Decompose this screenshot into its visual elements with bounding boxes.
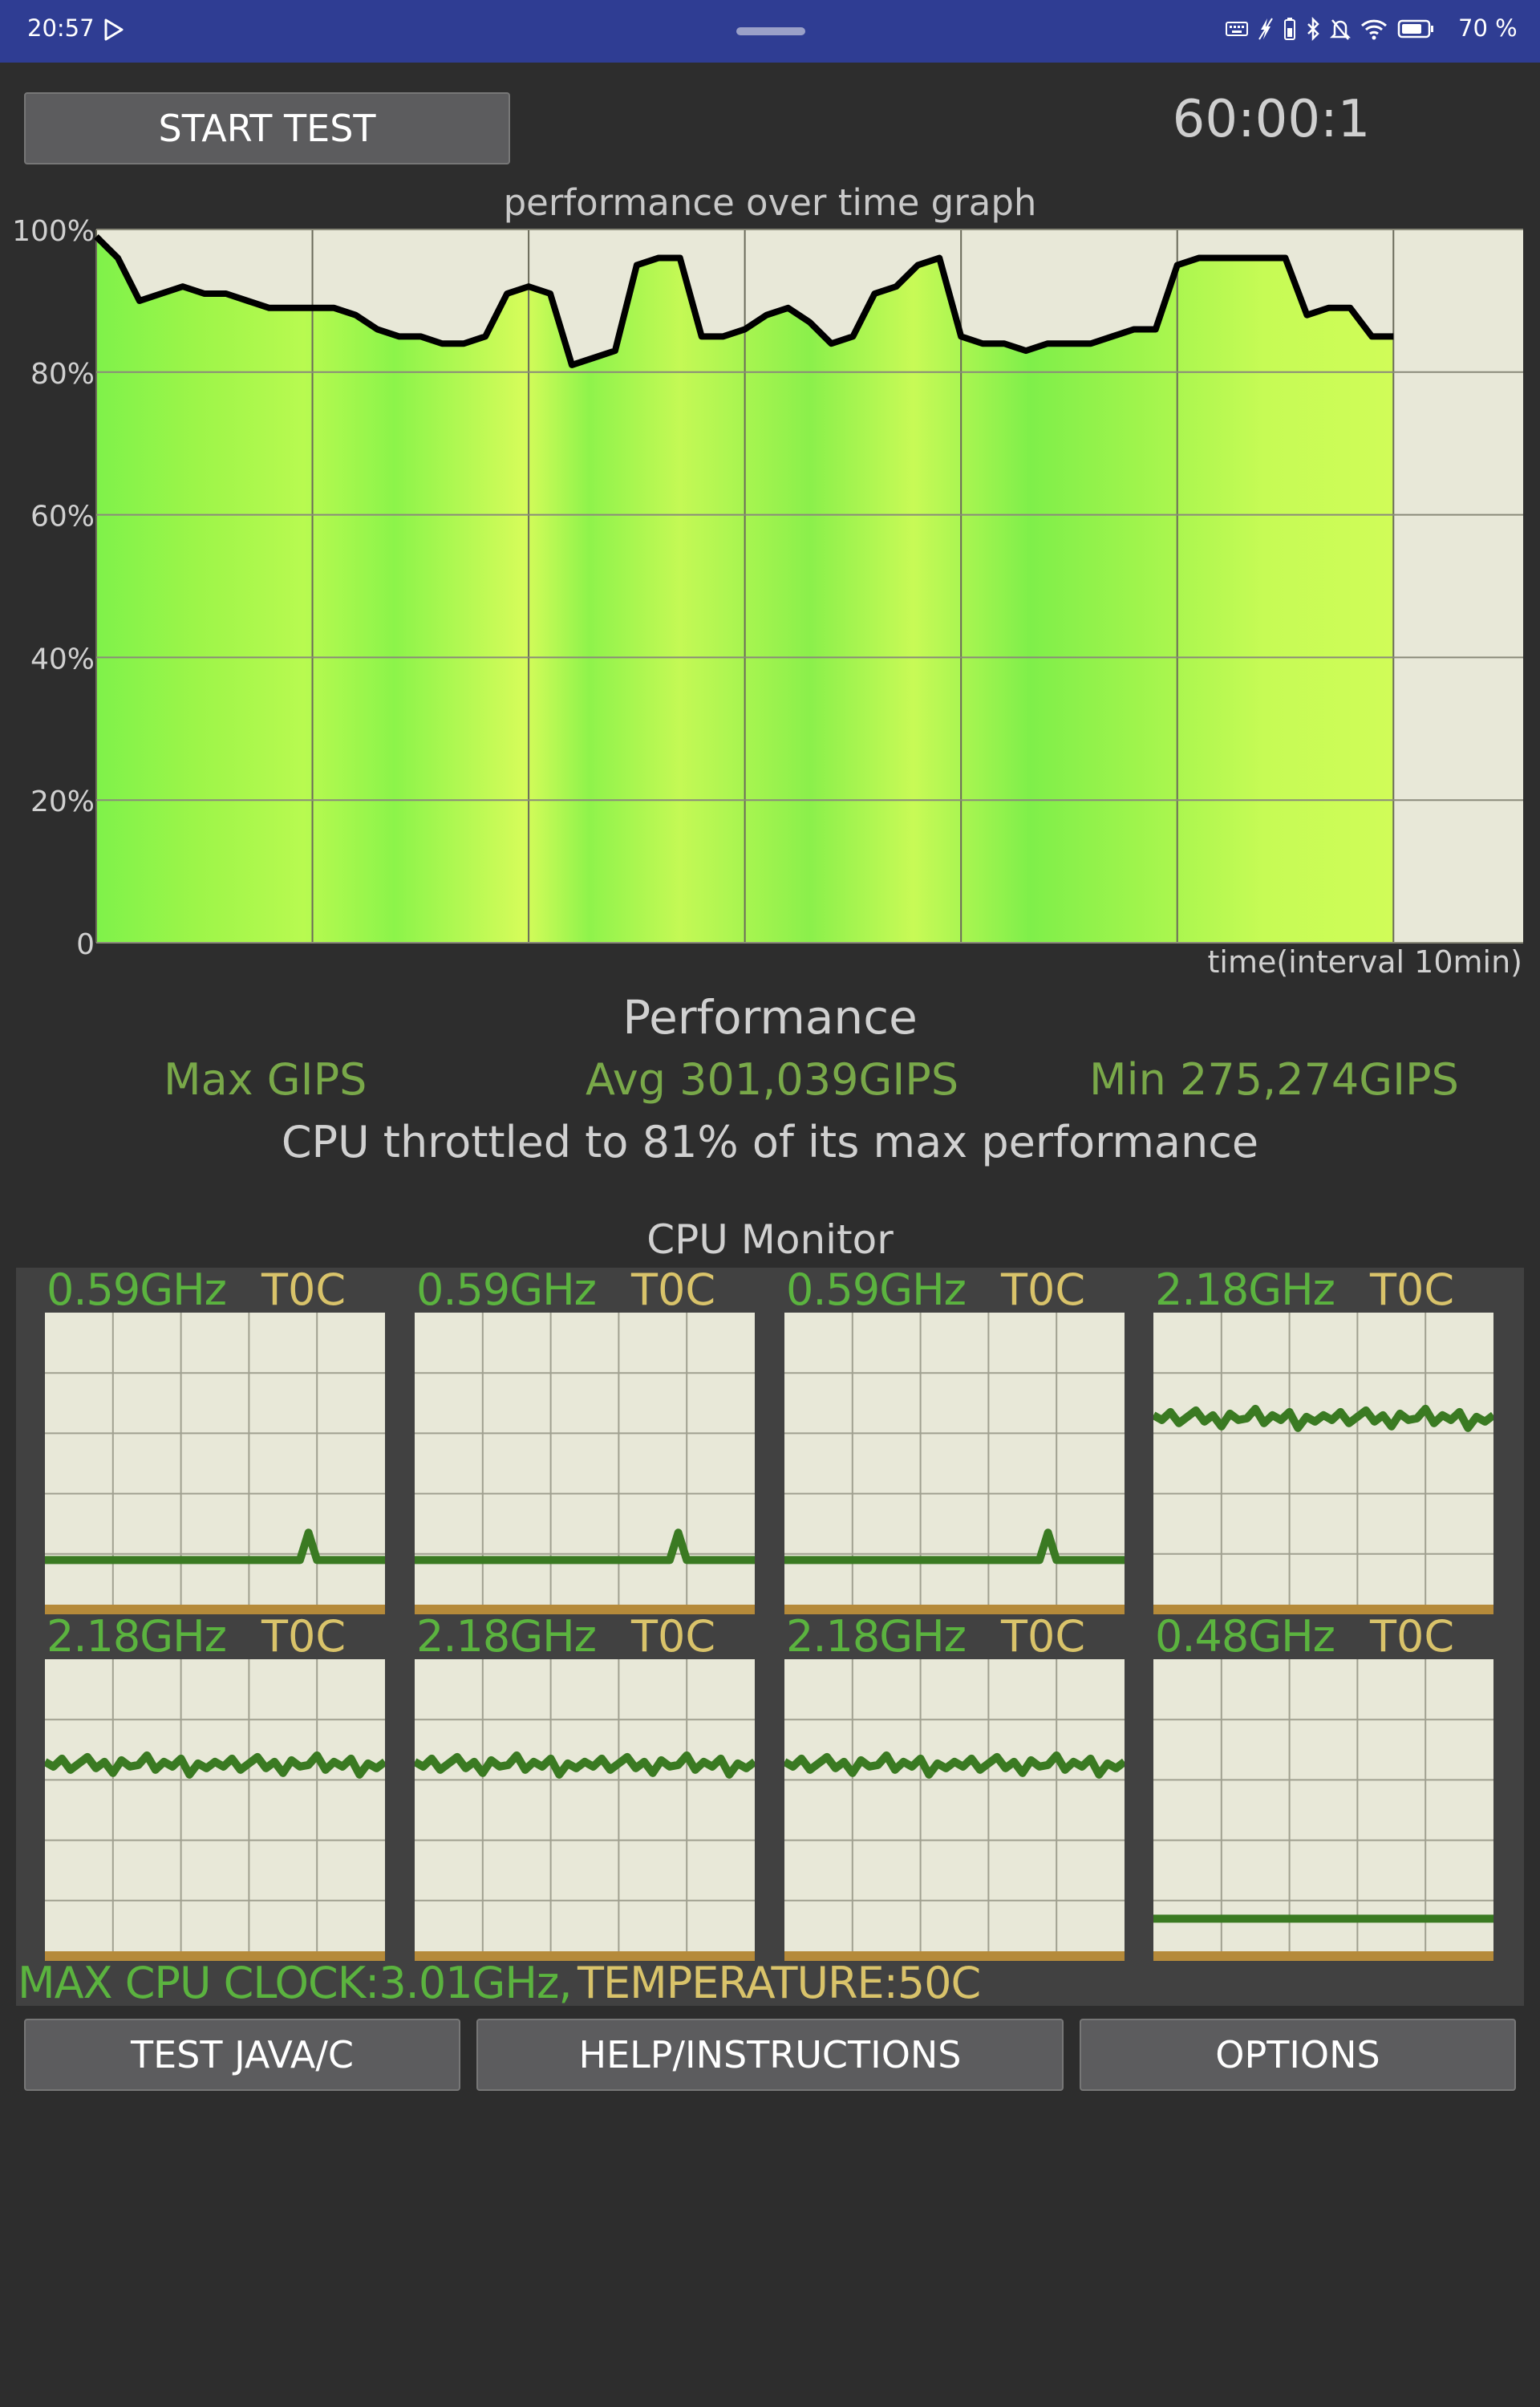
core-temperature: T0C — [1001, 1611, 1086, 1662]
core-graph-background — [784, 1313, 1125, 1614]
core-temperature: T0C — [631, 1264, 716, 1315]
core-graph — [1153, 1659, 1493, 1961]
core-frequency: 2.18GHz — [786, 1611, 967, 1662]
core-frequency: 2.18GHz — [1155, 1264, 1335, 1315]
core-graph — [784, 1659, 1125, 1961]
y-tick-label: 100% — [12, 217, 95, 248]
max-gips: Max GIPS — [164, 1054, 367, 1105]
core-baseline — [784, 1605, 1125, 1614]
help-instructions-button[interactable]: HELP/INSTRUCTIONS — [476, 2019, 1064, 2091]
core-temperature: T0C — [1001, 1264, 1086, 1315]
options-button[interactable]: OPTIONS — [1080, 2019, 1516, 2091]
core-baseline — [45, 1951, 385, 1961]
notification-handle[interactable] — [736, 27, 805, 35]
core-graph-background — [1153, 1659, 1493, 1961]
core-baseline — [415, 1605, 755, 1614]
performance-title: Performance — [622, 990, 918, 1045]
core-frequency: 0.59GHz — [47, 1264, 227, 1315]
core-usage-line — [784, 1751, 1125, 1779]
core-graph — [45, 1659, 385, 1961]
core-graph-background — [415, 1313, 755, 1614]
max-cpu-clock: MAX CPU CLOCK:3.01GHz, — [18, 1958, 573, 2008]
no-charge-icon — [1258, 18, 1273, 40]
keyboard-icon — [1226, 22, 1248, 36]
core-usage-line — [784, 1528, 1125, 1565]
core-graph — [45, 1313, 385, 1614]
core-graph-background — [1153, 1313, 1493, 1614]
core-usage-line — [45, 1751, 385, 1779]
y-tick-label: 20% — [30, 785, 95, 818]
y-tick-label: 60% — [30, 501, 95, 534]
battery-saver-icon — [1284, 18, 1295, 40]
core-graph — [1153, 1313, 1493, 1614]
core-graph — [415, 1659, 755, 1961]
start-test-button[interactable]: START TEST — [24, 92, 510, 164]
core-usage-line — [415, 1751, 755, 1779]
y-tick-label: 40% — [30, 643, 95, 676]
core-graph — [415, 1313, 755, 1614]
cpu-temperature: TEMPERATURE:50C — [578, 1958, 981, 2008]
core-graph-background — [784, 1659, 1125, 1961]
core-graph-background — [45, 1313, 385, 1614]
wifi-icon — [1360, 19, 1388, 40]
status-bar: 20:57 — [0, 0, 1540, 63]
cpu-monitor-title: CPU Monitor — [646, 1216, 894, 1263]
battery-icon — [1397, 19, 1433, 39]
performance-graph: 100% 80% 60% 40% 20% 0 time(interval 10min) — [12, 217, 1523, 980]
core-usage-line — [45, 1528, 385, 1565]
core-baseline — [45, 1605, 385, 1614]
core-frequency: 2.18GHz — [47, 1611, 227, 1662]
core-frequency: 0.48GHz — [1155, 1611, 1335, 1662]
core-graph-background — [45, 1659, 385, 1961]
core-temperature: T0C — [631, 1611, 716, 1662]
core-baseline — [415, 1951, 755, 1961]
core-usage-line — [1153, 1404, 1493, 1432]
core-frequency: 0.59GHz — [786, 1264, 967, 1315]
graph-title: performance over time graph — [503, 181, 1037, 224]
performance-line — [94, 234, 1394, 368]
core-baseline — [1153, 1605, 1493, 1614]
core-usage-line — [415, 1528, 755, 1565]
y-tick-label: 80% — [30, 358, 95, 391]
avg-gips: Avg 301,039GIPS — [586, 1054, 959, 1105]
core-frequency: 0.59GHz — [416, 1264, 597, 1315]
y-tick-label: 0 — [76, 928, 95, 961]
core-graph-background — [415, 1659, 755, 1961]
x-axis-label: time(interval 10min) — [1208, 944, 1522, 980]
status-time: 20:57 — [27, 14, 95, 42]
core-temperature: T0C — [261, 1264, 346, 1315]
core-temperature: T0C — [1370, 1611, 1455, 1662]
min-gips: Min 275,274GIPS — [1089, 1054, 1459, 1105]
timer: 60:00:1 — [1172, 90, 1371, 149]
battery-percentage: 70 % — [1458, 14, 1518, 42]
core-baseline — [1153, 1951, 1493, 1961]
silent-icon — [1330, 19, 1351, 40]
test-java-c-button[interactable]: TEST JAVA/C — [24, 2019, 460, 2091]
core-graph — [784, 1313, 1125, 1614]
core-baseline — [784, 1951, 1125, 1961]
core-temperature: T0C — [1370, 1264, 1455, 1315]
core-frequency: 2.18GHz — [416, 1611, 597, 1662]
bluetooth-icon — [1307, 17, 1319, 41]
cpu-monitor-panel: 0.59GHz T0C 0.59GHz T0C 0.59GHz T0C 2.18GHz T0C… — [16, 1264, 1524, 2008]
play-store-icon — [104, 18, 124, 41]
throttle-message: CPU throttled to 81% of its max performa… — [281, 1117, 1259, 1167]
core-temperature: T0C — [261, 1611, 346, 1662]
status-icons — [1226, 13, 1434, 45]
